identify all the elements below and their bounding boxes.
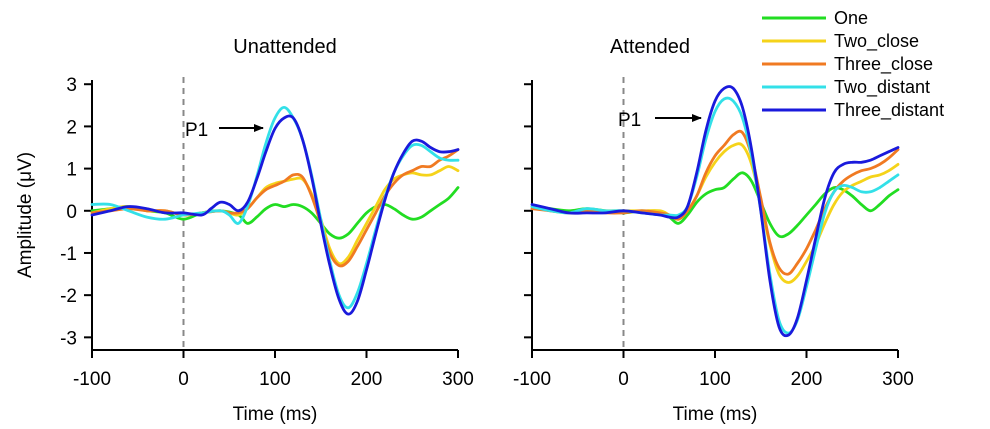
p1-annotation: P1 — [185, 120, 264, 141]
y-tick-label: -1 — [60, 244, 77, 265]
series-lines — [90, 106, 460, 316]
y-ticks — [524, 83, 532, 339]
x-tick-label: 100 — [259, 369, 291, 390]
legend-label: Two_close — [834, 31, 919, 52]
y-tick-label: 3 — [66, 75, 77, 96]
x-tick-label: -100 — [73, 369, 111, 390]
x-axis-label: Time (ms) — [673, 404, 758, 425]
x-tick-label: 300 — [882, 369, 914, 390]
p1-label: P1 — [618, 110, 641, 131]
y-tick-label: 1 — [66, 160, 77, 181]
panel-title: Unattended — [233, 36, 336, 58]
legend-label: Three_distant — [834, 100, 944, 121]
y-tick-label: -3 — [60, 328, 77, 349]
series-line-three-distant — [530, 85, 900, 338]
series-line-three-close — [530, 129, 900, 276]
series-line-three-distant — [90, 114, 460, 316]
p1-annotation: P1 — [618, 110, 702, 131]
panel-title: Attended — [610, 36, 690, 58]
series-line-one — [90, 186, 460, 240]
x-tick-label: -100 — [513, 369, 551, 390]
x-tick-label: 200 — [351, 369, 383, 390]
x-tick-label: 300 — [442, 369, 474, 390]
y-ticks: -3 -2 -1 0 1 2 3 — [60, 75, 92, 349]
y-tick-label: 0 — [66, 202, 77, 223]
x-tick-label: 100 — [699, 369, 731, 390]
x-ticks: -100 0 100 200 300 — [513, 350, 914, 390]
x-tick-label: 0 — [178, 369, 189, 390]
legend-label: One — [834, 8, 868, 28]
y-tick-label: 2 — [66, 117, 77, 138]
y-axis-label: Amplitude (μV) — [15, 152, 36, 278]
series-lines — [530, 85, 900, 338]
legend: One Two_closeThree_closeTwo_distantThree_… — [762, 8, 944, 121]
x-ticks: -100 0 100 200 300 — [73, 350, 474, 390]
legend-label: Three_close — [834, 54, 933, 75]
x-tick-label: 200 — [791, 369, 823, 390]
p1-label: P1 — [185, 120, 208, 141]
x-tick-label: 0 — [618, 369, 629, 390]
series-line-two-distant — [530, 96, 900, 335]
x-axis-label: Time (ms) — [233, 404, 318, 425]
panel-attended: Attended -100 0 100 200 300 P1 Time (ms) — [513, 36, 914, 425]
y-tick-label: -2 — [60, 286, 77, 307]
legend-label: Two_distant — [834, 77, 930, 98]
